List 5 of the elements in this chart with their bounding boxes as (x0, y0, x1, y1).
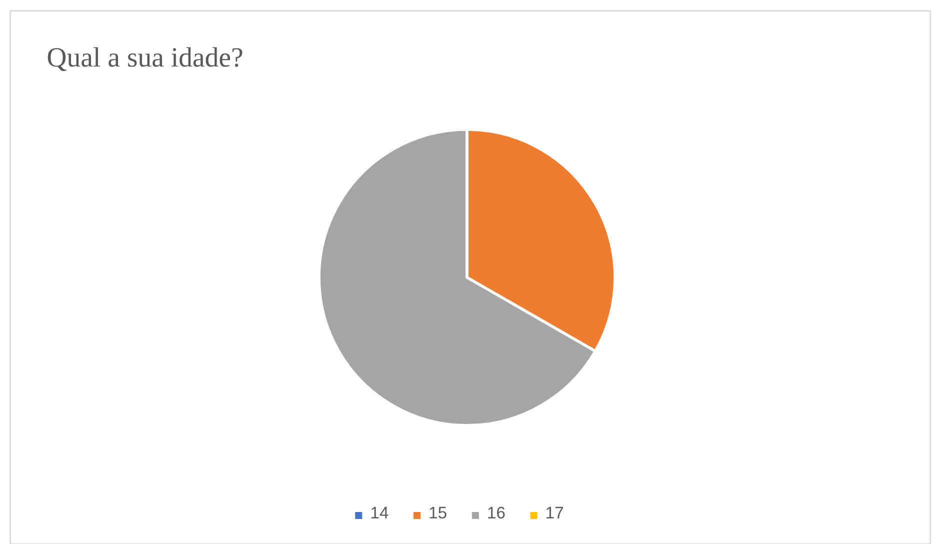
chart-title: Qual a sua idade? (48, 47, 242, 72)
legend-label: 16 (488, 506, 505, 519)
legend-label: 17 (546, 506, 563, 518)
legend-label: 15 (430, 506, 446, 519)
legend-label: 14 (371, 506, 388, 518)
